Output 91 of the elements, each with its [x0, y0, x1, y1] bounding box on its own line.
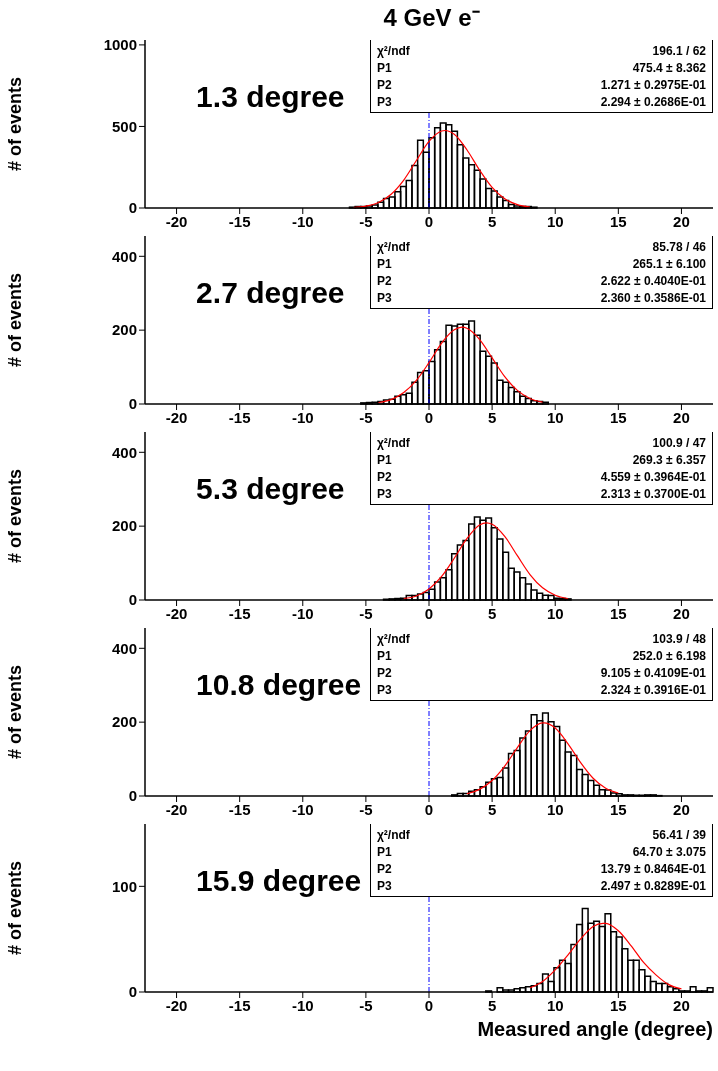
text: χ²/ndf 85.78 / 46: [376, 239, 706, 254]
x-tick-label: -20: [165, 604, 188, 622]
text: P1 64.70 ± 3.075: [376, 844, 706, 859]
x-tick-label: -15: [228, 408, 251, 426]
text: χ²/ndf 196.1 / 62: [376, 43, 706, 58]
x-tick-label: -15: [228, 800, 251, 818]
y-axis-title: # of events: [5, 468, 26, 564]
x-tick-label: -5: [359, 408, 373, 426]
y-tick-label: 200: [111, 713, 137, 731]
y-tick-label: 1000: [103, 36, 137, 54]
x-tick-label: 0: [424, 996, 434, 1014]
x-tick-label: -10: [291, 604, 314, 622]
x-tick-label: -5: [359, 996, 373, 1014]
x-tick-label: 20: [673, 212, 690, 230]
y-tick-label: 100: [111, 877, 137, 895]
y-tick-label: 400: [111, 247, 137, 265]
x-tick-label: -10: [291, 408, 314, 426]
annotation: 1.3 degree: [196, 80, 345, 115]
text: P2 4.559 ± 0.3964E-01: [376, 469, 706, 484]
text: P1 252.0 ± 6.198: [376, 648, 706, 663]
x-tick-label: 10: [546, 604, 564, 622]
text: P3 2.324 ± 0.3916E-01: [376, 682, 706, 697]
text: χ²/ndf 103.9 / 48: [376, 631, 706, 646]
x-tick-label: 15: [609, 604, 627, 622]
x-tick-label: 5: [487, 800, 497, 818]
x-tick-label: 15: [609, 800, 627, 818]
x-tick-label: 10: [546, 800, 564, 818]
text: P3 2.360 ± 0.3586E-01: [376, 290, 706, 305]
x-tick-label: -20: [165, 800, 188, 818]
text: χ²/ndf 100.9 / 47: [376, 435, 706, 450]
x-tick-label: 0: [424, 800, 434, 818]
x-tick-label: 5: [487, 996, 497, 1014]
x-tick-label: 20: [673, 800, 690, 818]
x-tick-label: -5: [359, 212, 373, 230]
y-tick-label: 200: [111, 321, 137, 339]
y-tick-label: 400: [111, 639, 137, 657]
x-tick-label: 10: [546, 408, 564, 426]
text: P2 1.271 ± 0.2975E-01: [376, 77, 706, 92]
y-tick-label: 0: [128, 199, 137, 217]
x-tick-label: -15: [228, 212, 251, 230]
annotation: 15.9 degree: [196, 864, 362, 899]
text: P2 13.79 ± 0.8464E-01: [376, 861, 706, 876]
y-tick-label: 400: [111, 443, 137, 461]
x-tick-label: -15: [228, 996, 251, 1014]
x-axis-title: Measured angle (degree): [477, 1017, 713, 1042]
x-tick-label: 15: [609, 408, 627, 426]
y-tick-label: 0: [128, 591, 137, 609]
y-tick-label: 200: [111, 517, 137, 535]
x-tick-label: 0: [424, 212, 434, 230]
x-tick-label: -5: [359, 604, 373, 622]
x-tick-label: 5: [487, 212, 497, 230]
x-tick-label: 10: [546, 996, 564, 1014]
text: P1 269.3 ± 6.357: [376, 452, 706, 467]
annotation: 5.3 degree: [196, 472, 345, 507]
y-tick-label: 0: [128, 787, 137, 805]
x-tick-label: 20: [673, 604, 690, 622]
x-tick-label: 10: [546, 212, 564, 230]
text: P2 9.105 ± 0.4109E-01: [376, 665, 706, 680]
x-tick-label: -20: [165, 408, 188, 426]
text: χ²/ndf 56.41 / 39: [376, 827, 706, 842]
x-tick-label: 15: [609, 996, 627, 1014]
y-axis-title: # of events: [5, 860, 26, 956]
annotation: 2.7 degree: [196, 276, 345, 311]
x-tick-label: -15: [228, 604, 251, 622]
x-tick-label: 15: [609, 212, 627, 230]
annotation: 10.8 degree: [196, 668, 362, 703]
y-tick-label: 500: [111, 117, 137, 135]
x-tick-label: -10: [291, 800, 314, 818]
text: P1 475.4 ± 8.362: [376, 60, 706, 75]
text: P3 2.313 ± 0.3700E-01: [376, 486, 706, 501]
text: P3 2.294 ± 0.2686E-01: [376, 94, 706, 109]
x-tick-label: 0: [424, 408, 434, 426]
x-tick-label: -10: [291, 996, 314, 1014]
y-axis-title: # of events: [5, 76, 26, 172]
text: P3 2.497 ± 0.8289E-01: [376, 878, 706, 893]
y-axis-title: # of events: [5, 272, 26, 368]
text: P1 265.1 ± 6.100: [376, 256, 706, 271]
x-tick-label: -5: [359, 800, 373, 818]
text: P2 2.622 ± 0.4040E-01: [376, 273, 706, 288]
x-tick-label: 5: [487, 604, 497, 622]
y-tick-label: 0: [128, 983, 137, 1001]
x-tick-label: -10: [291, 212, 314, 230]
y-axis-title: # of events: [5, 664, 26, 760]
x-tick-label: 20: [673, 408, 690, 426]
chart-title: 4 GeV e⁻: [382, 3, 481, 33]
x-tick-label: 0: [424, 604, 434, 622]
x-tick-label: 5: [487, 408, 497, 426]
x-tick-label: -20: [165, 212, 188, 230]
x-tick-label: -20: [165, 996, 188, 1014]
y-tick-label: 0: [128, 395, 137, 413]
x-tick-label: 20: [673, 996, 690, 1014]
